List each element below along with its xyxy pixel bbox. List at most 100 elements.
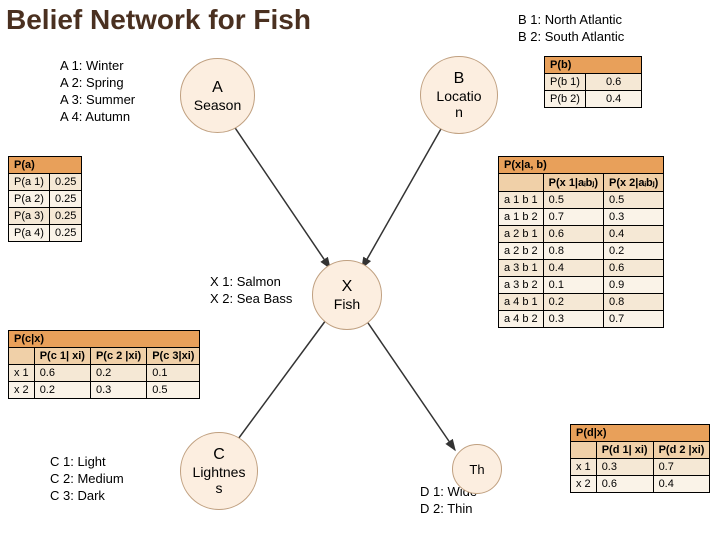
cell: 0.25 [49,208,81,225]
node-x: X Fish [312,260,382,330]
legend-c-2: C 2: Medium [50,471,124,488]
cell: a 3 b 2 [499,277,544,294]
node-c: C Lightnes s [180,432,258,510]
table-pdx: P(d|x) P(d 1| xi)P(d 2 |xi) x 10.30.7 x … [570,424,710,493]
node-b: B Locatio n [420,56,498,134]
node-c-label2: s [216,480,223,496]
cell: 0.25 [49,225,81,242]
table-pdx-header: P(d|x) [571,425,710,442]
cell: 0.5 [147,382,200,399]
cell: a 2 b 2 [499,243,544,260]
legend-c: C 1: Light C 2: Medium C 3: Dark [50,454,124,505]
table-pa: P(a) P(a 1)0.25 P(a 2)0.25 P(a 3)0.25 P(… [8,156,82,242]
cell: P(a 3) [9,208,50,225]
legend-x: X 1: Salmon X 2: Sea Bass [210,274,292,308]
cell: a 1 b 1 [499,192,544,209]
cell: P(b 1) [545,74,586,91]
table-pxab: P(x|a, b) P(x 1|aᵢbⱼ)P(x 2|aᵢbⱼ) a 1 b 1… [498,156,664,328]
cell: 0.5 [604,192,664,209]
cell: 0.3 [90,382,146,399]
legend-a-4: A 4: Autumn [60,109,135,126]
col [499,174,544,192]
cell: a 2 b 1 [499,226,544,243]
cell: 0.8 [604,294,664,311]
cell: 0.2 [90,365,146,382]
cell: 0.3 [596,459,653,476]
col [9,348,35,365]
cell: 0.6 [34,365,90,382]
node-d: Th [452,444,502,494]
node-x-label: Fish [334,296,360,312]
table-pa-header: P(a) [9,157,82,174]
node-b-letter: B [454,70,465,88]
cell: 0.3 [604,209,664,226]
col: P(x 1|aᵢbⱼ) [543,174,603,192]
legend-x-2: X 2: Sea Bass [210,291,292,308]
cell: 0.9 [604,277,664,294]
legend-a-3: A 3: Summer [60,92,135,109]
node-c-letter: C [213,446,225,464]
legend-c-1: C 1: Light [50,454,124,471]
cell: a 4 b 1 [499,294,544,311]
legend-a-2: A 2: Spring [60,75,135,92]
cell: 0.7 [653,459,710,476]
cell: 0.4 [604,226,664,243]
col: P(x 2|aᵢbⱼ) [604,174,664,192]
cell: x 2 [571,476,597,493]
cell: P(a 2) [9,191,50,208]
cell: 0.2 [34,382,90,399]
col: P(c 2 |xi) [90,348,146,365]
cell: 0.4 [585,91,641,108]
node-d-label: Th [469,462,484,477]
cell: P(b 2) [545,91,586,108]
col [571,442,597,459]
cell: P(a 1) [9,174,50,191]
cell: a 1 b 2 [499,209,544,226]
col: P(d 2 |xi) [653,442,710,459]
legend-x-1: X 1: Salmon [210,274,292,291]
cell: 0.8 [543,243,603,260]
legend-b-1: B 1: North Atlantic [518,12,624,29]
cell: 0.1 [147,365,200,382]
table-pb-header: P(b) [545,57,642,74]
col: P(c 3|xi) [147,348,200,365]
legend-c-3: C 3: Dark [50,488,124,505]
cell: x 1 [9,365,35,382]
node-b-label2: n [455,104,463,120]
cell: P(a 4) [9,225,50,242]
table-pxab-header: P(x|a, b) [499,157,664,174]
cell: 0.6 [596,476,653,493]
node-a-label: Season [194,97,241,113]
cell: 0.4 [543,260,603,277]
cell: x 2 [9,382,35,399]
cell: 0.5 [543,192,603,209]
cell: a 4 b 2 [499,311,544,328]
node-b-label: Locatio [436,88,481,104]
legend-b: B 1: North Atlantic B 2: South Atlantic [518,12,624,46]
cell: 0.3 [543,311,603,328]
cell: 0.4 [653,476,710,493]
col: P(d 1| xi) [596,442,653,459]
cell: 0.2 [604,243,664,260]
page-title: Belief Network for Fish [6,4,311,36]
table-pcx-header: P(c|x) [9,331,200,348]
legend-a-1: A 1: Winter [60,58,135,75]
cell: 0.6 [604,260,664,277]
cell: a 3 b 1 [499,260,544,277]
cell: 0.25 [49,191,81,208]
cell: 0.6 [585,74,641,91]
cell: 0.2 [543,294,603,311]
legend-a: A 1: Winter A 2: Spring A 3: Summer A 4:… [60,58,135,126]
legend-d-2: D 2: Thin [420,501,477,518]
cell: 0.7 [604,311,664,328]
node-c-label: Lightnes [193,464,246,480]
table-pcx: P(c|x) P(c 1| xi)P(c 2 |xi)P(c 3|xi) x 1… [8,330,200,399]
node-a-letter: A [212,79,223,97]
cell: 0.7 [543,209,603,226]
cell: x 1 [571,459,597,476]
col: P(c 1| xi) [34,348,90,365]
legend-b-2: B 2: South Atlantic [518,29,624,46]
node-x-letter: X [342,278,353,296]
cell: 0.1 [543,277,603,294]
cell: 0.6 [543,226,603,243]
